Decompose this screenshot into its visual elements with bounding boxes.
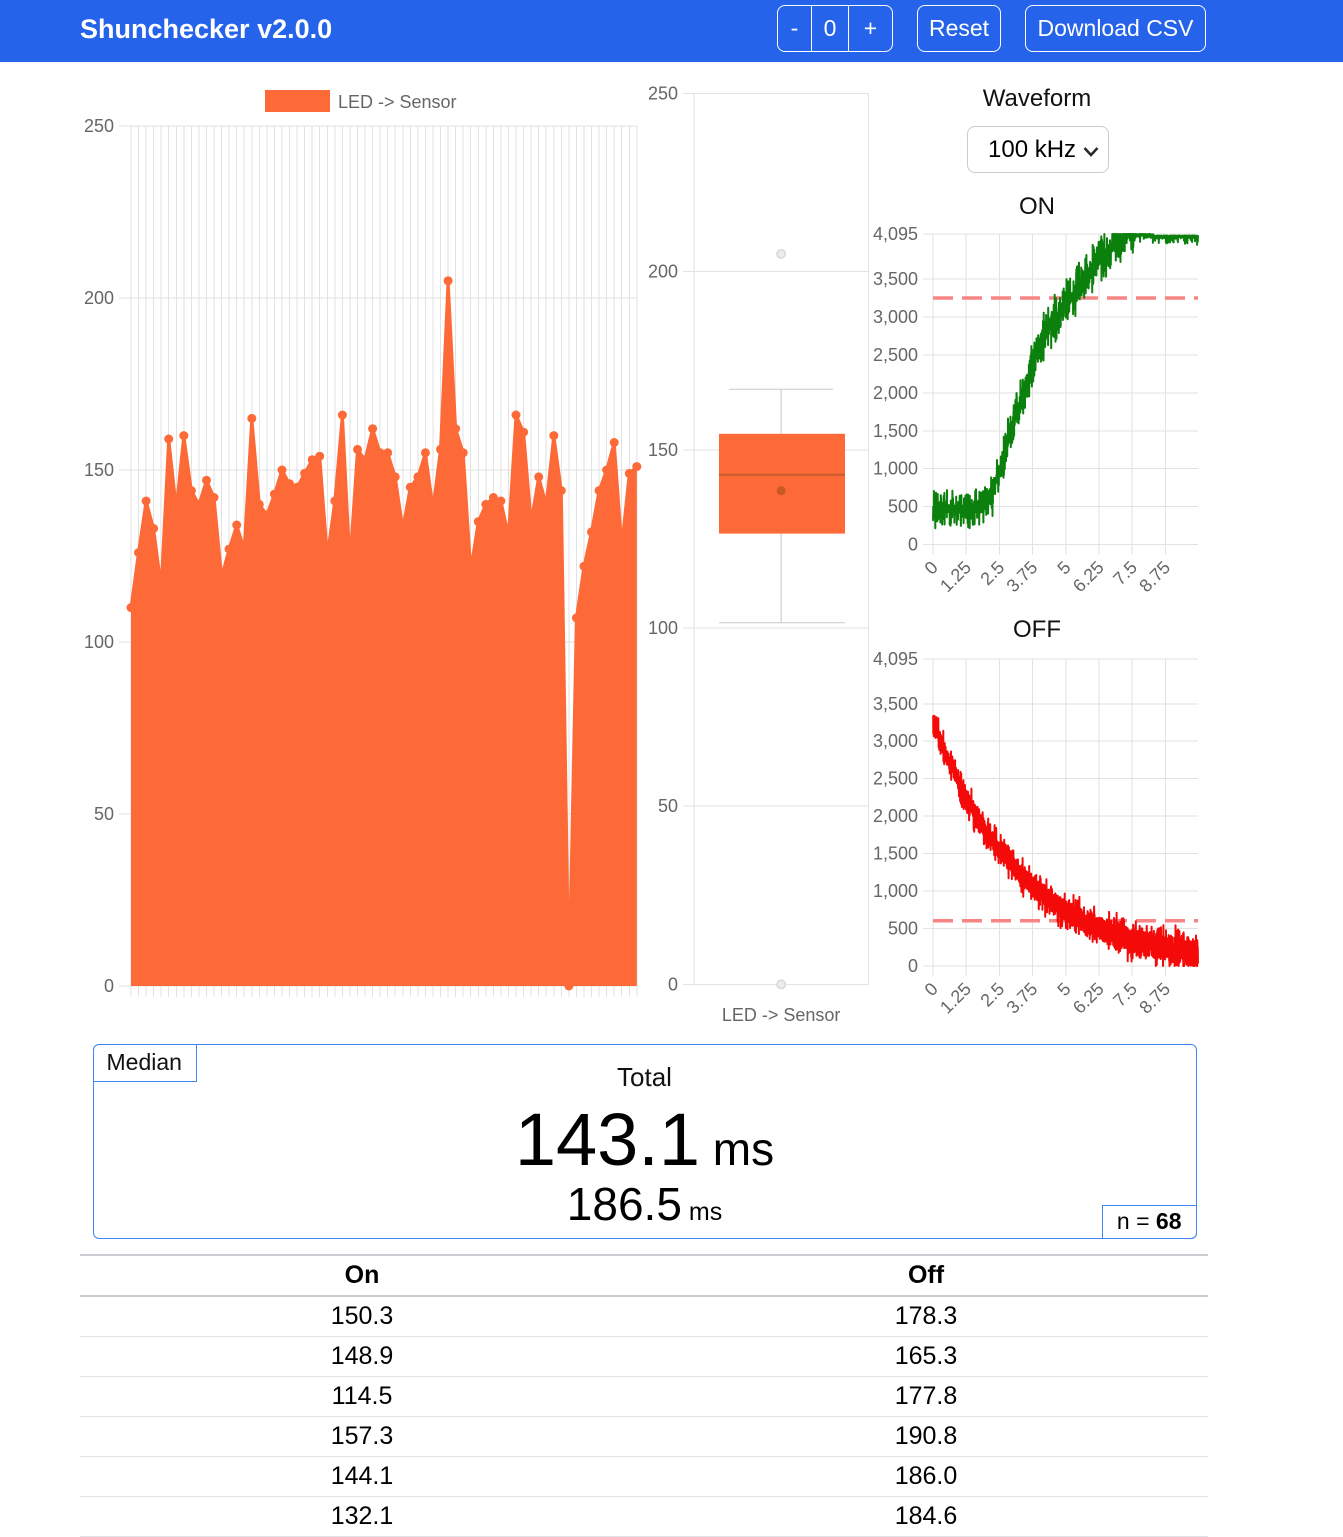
svg-text:6.25: 6.25 — [1069, 557, 1108, 596]
svg-text:0: 0 — [104, 976, 114, 996]
svg-text:0: 0 — [921, 979, 942, 1000]
svg-text:0: 0 — [908, 956, 918, 976]
svg-text:50: 50 — [94, 804, 114, 824]
svg-text:3.75: 3.75 — [1003, 979, 1042, 1018]
svg-text:ON: ON — [1019, 193, 1055, 220]
svg-text:1.25: 1.25 — [936, 557, 975, 596]
svg-text:4,095: 4,095 — [873, 649, 918, 669]
svg-text:0: 0 — [668, 974, 678, 994]
svg-text:OFF: OFF — [1013, 616, 1061, 643]
svg-text:1.25: 1.25 — [936, 979, 975, 1018]
svg-text:500: 500 — [888, 497, 918, 517]
svg-text:2,000: 2,000 — [873, 383, 918, 403]
svg-text:3,000: 3,000 — [873, 307, 918, 327]
svg-text:5: 5 — [1053, 557, 1074, 578]
svg-text:100: 100 — [84, 632, 114, 652]
svg-text:3,500: 3,500 — [873, 694, 918, 714]
svg-text:5: 5 — [1053, 979, 1074, 1000]
svg-text:LED -> Sensor: LED -> Sensor — [722, 1005, 841, 1025]
svg-text:200: 200 — [648, 262, 678, 282]
svg-text:2,000: 2,000 — [873, 806, 918, 826]
svg-text:1,500: 1,500 — [873, 844, 918, 864]
svg-text:150: 150 — [84, 460, 114, 480]
svg-text:6.25: 6.25 — [1069, 979, 1108, 1018]
svg-text:Waveform: Waveform — [983, 85, 1091, 112]
svg-text:200: 200 — [84, 288, 114, 308]
svg-text:250: 250 — [84, 116, 114, 136]
svg-text:2,500: 2,500 — [873, 769, 918, 789]
svg-text:3.75: 3.75 — [1003, 557, 1042, 596]
svg-text:3,000: 3,000 — [873, 731, 918, 751]
svg-text:4,095: 4,095 — [873, 224, 918, 244]
svg-text:500: 500 — [888, 919, 918, 939]
svg-text:3,500: 3,500 — [873, 269, 918, 289]
svg-text:8.75: 8.75 — [1135, 557, 1174, 596]
svg-text:LED -> Sensor: LED -> Sensor — [338, 92, 457, 112]
svg-text:150: 150 — [648, 440, 678, 460]
svg-text:1,000: 1,000 — [873, 881, 918, 901]
svg-text:8.75: 8.75 — [1135, 979, 1174, 1018]
svg-text:50: 50 — [658, 796, 678, 816]
svg-text:2,500: 2,500 — [873, 345, 918, 365]
svg-text:250: 250 — [648, 84, 678, 104]
svg-text:0: 0 — [921, 557, 942, 578]
svg-text:1,500: 1,500 — [873, 421, 918, 441]
svg-text:100: 100 — [648, 618, 678, 638]
svg-text:1,000: 1,000 — [873, 459, 918, 479]
svg-text:0: 0 — [908, 535, 918, 555]
